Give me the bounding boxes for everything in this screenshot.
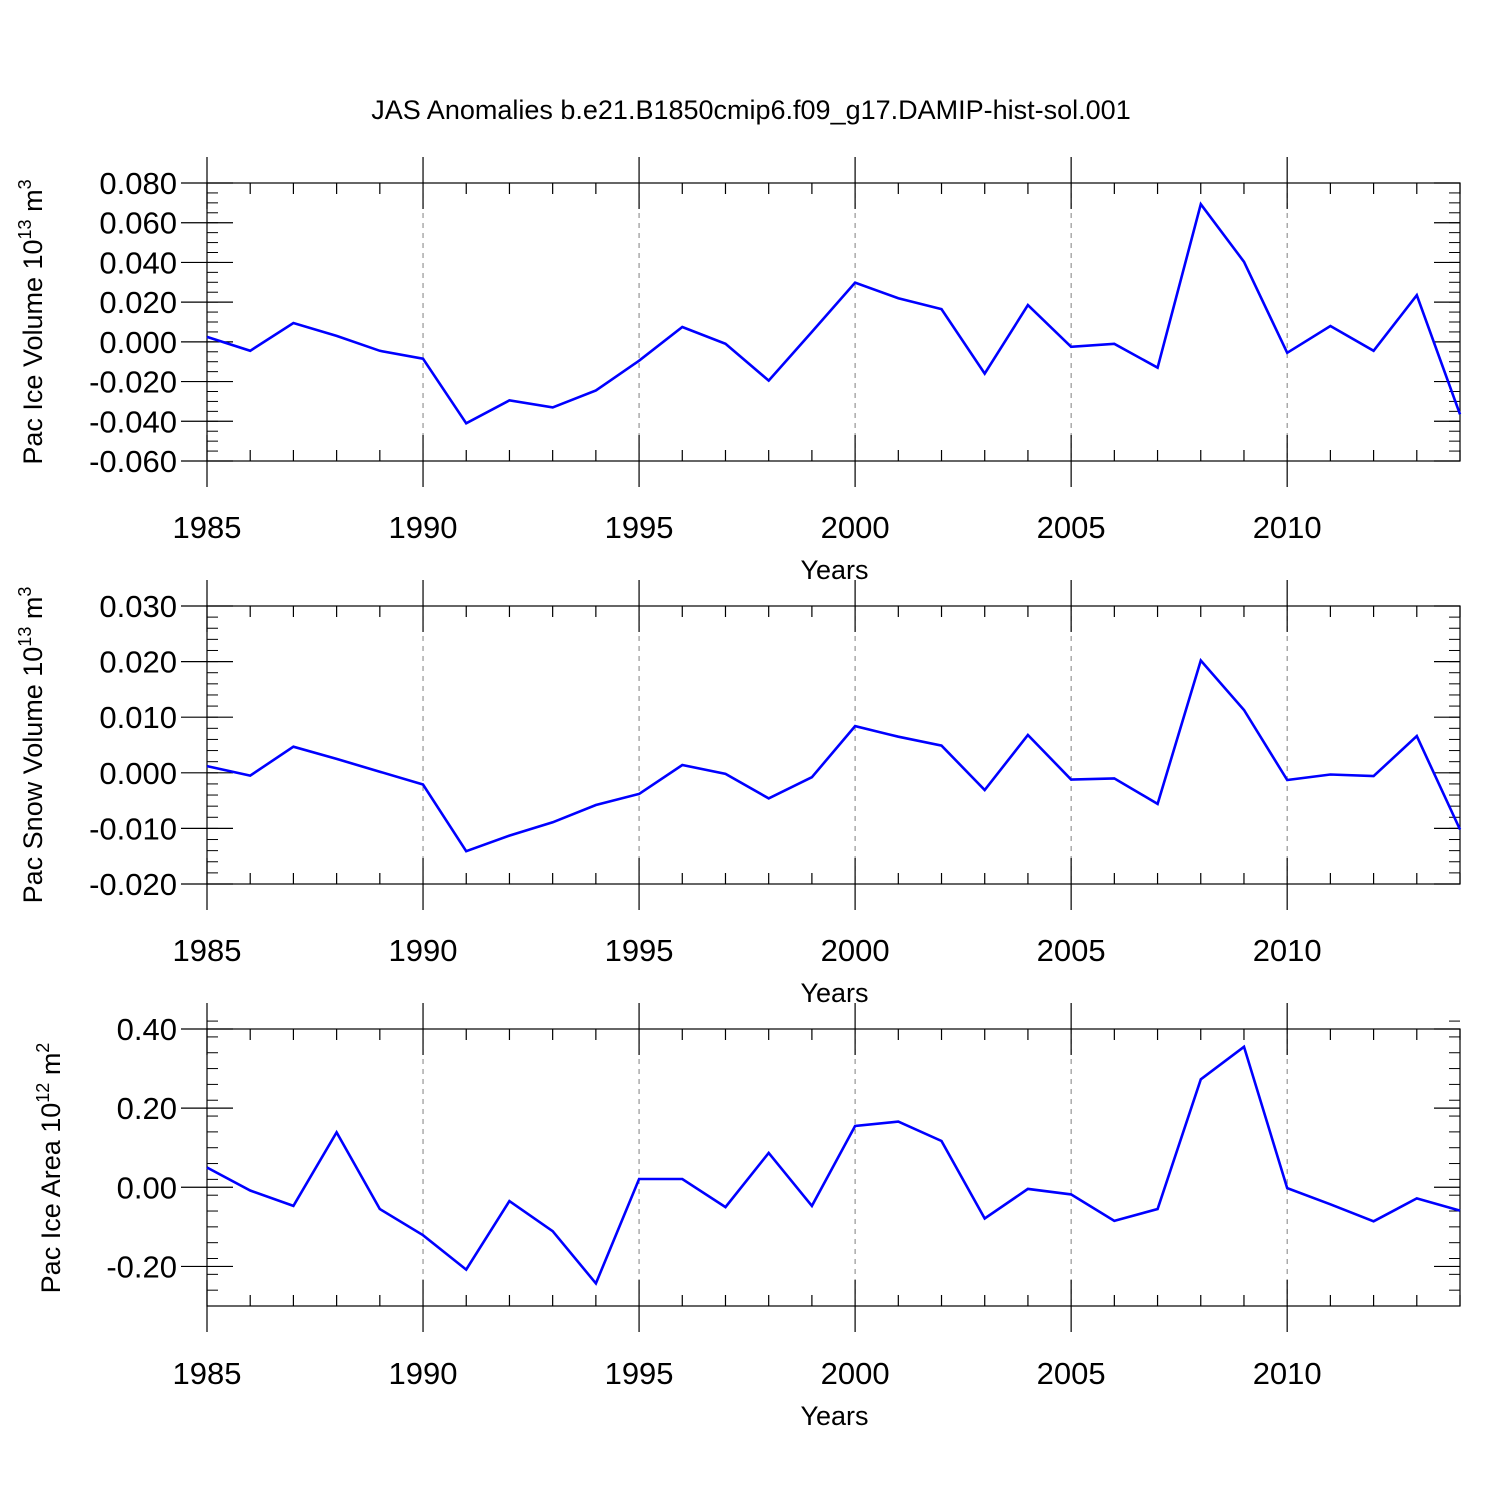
y-tick-label: 0.010 — [99, 700, 177, 735]
chart-title: JAS Anomalies b.e21.B1850cmip6.f09_g17.D… — [371, 95, 1130, 125]
x-tick-label: 2000 — [821, 1356, 890, 1391]
y-axis-title-part: m — [18, 189, 48, 219]
y-tick-label: 0.030 — [99, 589, 177, 624]
x-tick-label: 1995 — [605, 933, 674, 968]
y-axis-title-superscript: 3 — [15, 179, 35, 189]
y-axis-title-part: m — [36, 1053, 66, 1083]
y-tick-label: 0.40 — [117, 1012, 177, 1047]
x-tick-label: 2000 — [821, 933, 890, 968]
y-axis-title-part: Pac Ice Volume 10 — [18, 239, 48, 464]
y-tick-label: 0.020 — [99, 285, 177, 320]
y-axis-title-superscript: 13 — [15, 219, 35, 239]
y-axis-title-superscript: 3 — [15, 587, 35, 597]
y-tick-label: -0.20 — [106, 1249, 177, 1284]
series-line — [206, 201, 1462, 425]
x-tick-label: 1990 — [389, 510, 458, 545]
x-axis-title: Years — [800, 978, 868, 1008]
y-axis-title-part: Pac Snow Volume 10 — [18, 647, 48, 904]
panel-3: -0.20 0.00 0.20 0.40 1985 1990 1995 2000 2005 201… — [33, 1003, 1461, 1431]
x-tick-label: 1985 — [173, 933, 242, 968]
y-axis-title-part: m — [18, 597, 48, 627]
y-axis-title: Pac Ice Area 1012 m2 — [33, 1043, 66, 1294]
y-tick-label: -0.040 — [89, 404, 177, 439]
panels: -0.060 -0.040 -0.020 0.000 0.020 0.040 0.060 0.… — [15, 157, 1462, 1431]
y-axis-title-superscript: 2 — [33, 1043, 53, 1053]
y-tick-label: 0.040 — [99, 245, 177, 280]
x-tick-label: 2010 — [1253, 933, 1322, 968]
x-tick-label: 1985 — [173, 1356, 242, 1391]
y-axis-title: Pac Ice Volume 1013 m3 — [15, 179, 48, 464]
y-tick-label: 0.080 — [99, 166, 177, 201]
x-axis-title: Years — [800, 1401, 868, 1431]
panel-2: -0.020 -0.010 0.000 0.010 0.020 0.030 1985 1990… — [15, 580, 1462, 1008]
y-axis-title-part: Pac Ice Area 10 — [36, 1103, 66, 1294]
x-axis-title: Years — [800, 555, 868, 585]
x-tick-label: 1990 — [389, 933, 458, 968]
x-tick-label: 1995 — [605, 510, 674, 545]
x-tick-label: 2005 — [1037, 1356, 1106, 1391]
y-axis-title-superscript: 12 — [33, 1083, 53, 1103]
y-tick-label: 0.20 — [117, 1091, 177, 1126]
y-tick-label: 0.000 — [99, 325, 177, 360]
series-line — [206, 657, 1462, 853]
y-tick-label: -0.020 — [89, 365, 177, 400]
panel-1: -0.060 -0.040 -0.020 0.000 0.020 0.040 0.060 0.… — [15, 157, 1462, 585]
y-tick-label: -0.010 — [89, 811, 177, 846]
y-tick-label: 0.00 — [117, 1170, 177, 1205]
x-tick-label: 2010 — [1253, 1356, 1322, 1391]
y-tick-label: 0.020 — [99, 645, 177, 680]
x-tick-label: 2005 — [1037, 933, 1106, 968]
y-axis-title: Pac Snow Volume 1013 m3 — [15, 587, 48, 904]
x-tick-label: 1995 — [605, 1356, 674, 1391]
y-axis-title-superscript: 13 — [15, 627, 35, 647]
plot-frame — [206, 605, 1461, 885]
x-tick-label: 2005 — [1037, 510, 1106, 545]
x-tick-label: 2010 — [1253, 510, 1322, 545]
y-tick-label: 0.000 — [99, 756, 177, 791]
y-tick-label: -0.060 — [89, 444, 177, 479]
x-tick-label: 2000 — [821, 510, 890, 545]
y-tick-label: 0.060 — [99, 206, 177, 241]
x-tick-label: 1990 — [389, 1356, 458, 1391]
series-line — [206, 1044, 1461, 1286]
y-tick-label: -0.020 — [89, 867, 177, 902]
x-tick-label: 1985 — [173, 510, 242, 545]
